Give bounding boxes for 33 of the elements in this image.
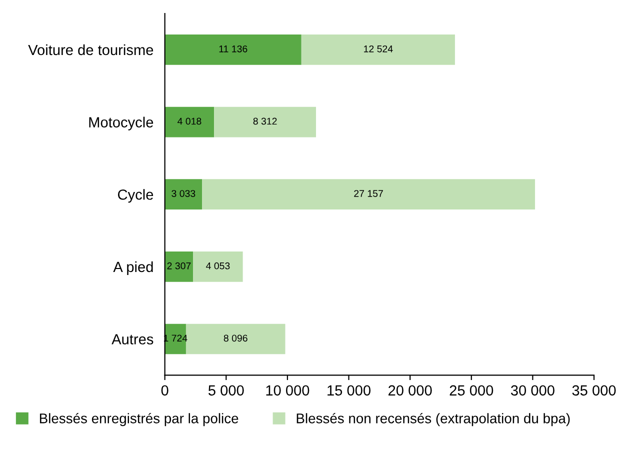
data-label: 12 524 [364, 45, 393, 52]
data-label: 4 018 [178, 118, 202, 125]
bar [301, 34, 455, 65]
bar [164, 106, 214, 138]
bar [202, 179, 536, 210]
data-label: 8 096 [224, 334, 248, 342]
bar [193, 251, 243, 282]
bar [186, 324, 286, 354]
x-tick-label: 10 000 [266, 385, 310, 396]
data-label: 2 307 [167, 262, 191, 270]
x-tick-label: 15 000 [328, 385, 370, 396]
data-label: 3 033 [172, 190, 196, 197]
x-tick-label: 0 [161, 385, 168, 396]
legend-label: Blessés non recensés (extrapolation du bpa) [296, 412, 570, 426]
x-tick-label: 20 000 [388, 385, 432, 396]
x-tick-label: 25 000 [450, 385, 494, 396]
data-label: 11 136 [219, 45, 248, 52]
data-label: 4 053 [206, 262, 230, 270]
data-label: 8 312 [253, 118, 277, 125]
data-label: 27 157 [354, 190, 383, 197]
x-tick-label: 30 000 [510, 385, 554, 396]
y-tick-label: Motocycle [89, 116, 154, 130]
bar [164, 251, 194, 282]
bar [214, 106, 316, 138]
x-tick-label: 35 000 [572, 385, 616, 396]
y-tick-label: Autres [112, 334, 154, 344]
y-tick-label: A pied [113, 261, 153, 275]
x-tick-label: 5 000 [208, 385, 244, 396]
y-tick-label: Cycle [118, 189, 154, 203]
bar [164, 34, 302, 65]
legend-label: Blessés enregistrés par la police [40, 412, 238, 426]
bar [164, 179, 202, 210]
y-tick-label: Voiture de tourisme [28, 44, 154, 56]
